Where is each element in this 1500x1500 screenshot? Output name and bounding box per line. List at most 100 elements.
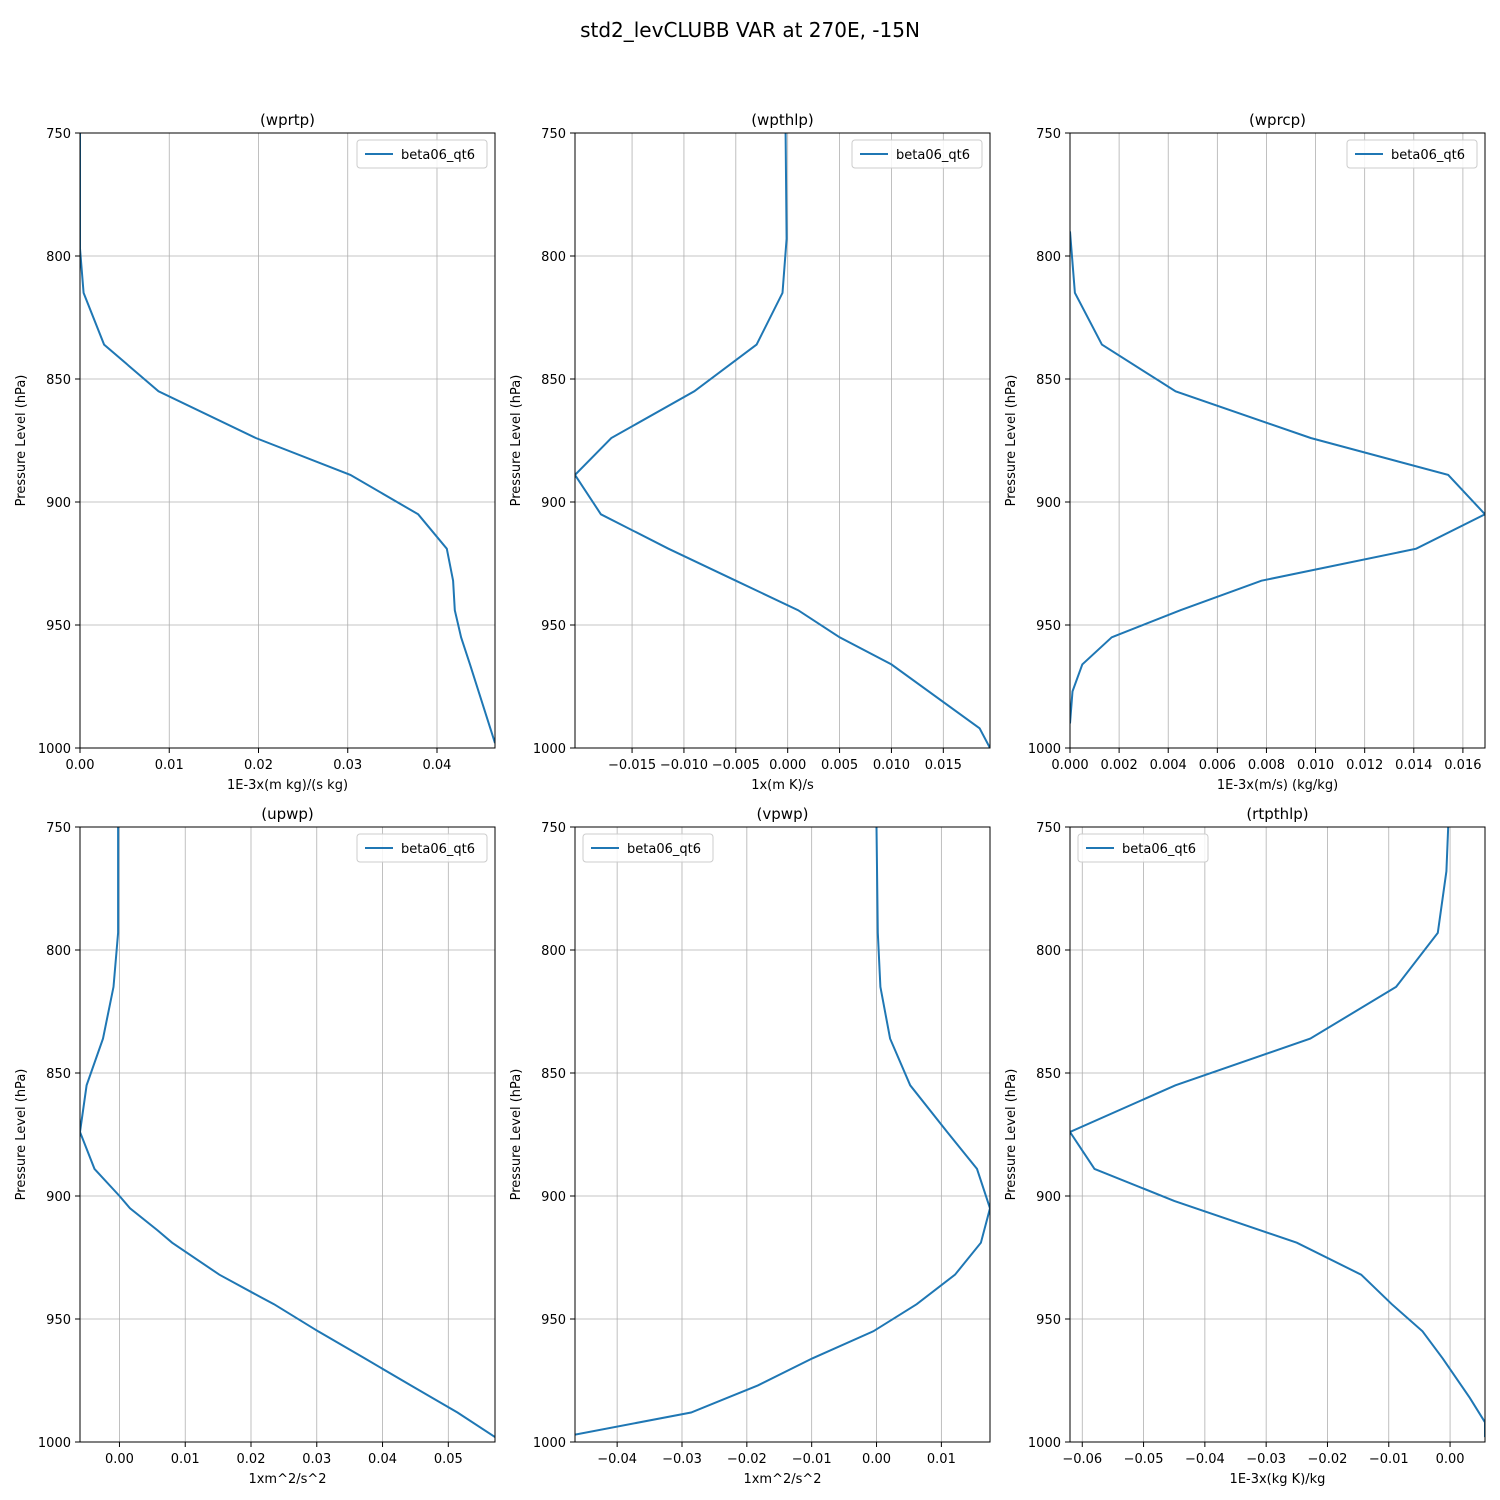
y-tick-label: 800 bbox=[1036, 250, 1061, 265]
y-tick-label: 750 bbox=[541, 821, 566, 836]
chart-panel-6: (rtpthlp) −0.06 −0.05 −0.04 −0.03 −0.02 −0.01 0… bbox=[1004, 805, 1486, 1487]
legend: beta06_qt6 bbox=[356, 139, 488, 169]
x-axis-label: 1xm^2/s^2 bbox=[248, 1472, 326, 1487]
x-tick-label: −0.01 bbox=[792, 1452, 832, 1467]
y-tick-label: 900 bbox=[1036, 496, 1061, 511]
legend-label: beta06_qt6 bbox=[401, 148, 475, 163]
legend: beta06_qt6 bbox=[1077, 833, 1209, 863]
legend: beta06_qt6 bbox=[582, 833, 714, 863]
x-tick-label: 0.000 bbox=[1051, 758, 1088, 773]
y-tick-label: 950 bbox=[1036, 1313, 1061, 1328]
x-tick-label: 0.04 bbox=[368, 1452, 397, 1467]
x-tick-label: 0.014 bbox=[1395, 758, 1432, 773]
x-tick-label: 0.02 bbox=[244, 758, 273, 773]
axes-frame bbox=[79, 132, 496, 749]
y-tick-label: 900 bbox=[46, 496, 71, 511]
x-tick-label: −0.04 bbox=[597, 1452, 637, 1467]
panel-title: (vpwp) bbox=[757, 805, 809, 823]
y-tick-label: 1000 bbox=[38, 1436, 71, 1451]
legend: beta06_qt6 bbox=[356, 833, 488, 863]
y-tick-label: 850 bbox=[541, 373, 566, 388]
panel-title: (upwp) bbox=[261, 805, 314, 823]
x-tick-label: 0.00 bbox=[862, 1452, 891, 1467]
x-tick-label: −0.02 bbox=[727, 1452, 767, 1467]
y-tick-label: 900 bbox=[46, 1190, 71, 1205]
figure-title: std2_levCLUBB VAR at 270E, -15N bbox=[580, 18, 920, 42]
y-tick-label: 850 bbox=[46, 373, 71, 388]
x-tick-label: 0.05 bbox=[434, 1452, 463, 1467]
y-tick-label: 1000 bbox=[38, 742, 71, 757]
x-tick-label: 0.004 bbox=[1150, 758, 1187, 773]
y-axis-label: Pressure Level (hPa) bbox=[509, 1069, 524, 1201]
chart-panel-1: (wprtp) 0.00 0.01 0.02 0.03 0.04 750 800 850 900 9… bbox=[14, 111, 496, 793]
y-axis-label: Pressure Level (hPa) bbox=[14, 375, 29, 507]
y-tick-label: 1000 bbox=[1028, 742, 1061, 757]
legend: beta06_qt6 bbox=[851, 139, 983, 169]
x-tick-label: 0.002 bbox=[1101, 758, 1138, 773]
x-tick-label: −0.02 bbox=[1308, 1452, 1348, 1467]
y-tick-label: 950 bbox=[46, 1313, 71, 1328]
legend-box bbox=[582, 833, 714, 863]
x-tick-label: 0.00 bbox=[105, 1452, 134, 1467]
x-tick-label: 0.000 bbox=[769, 758, 806, 773]
y-axis-label: Pressure Level (hPa) bbox=[509, 375, 524, 507]
panel-title: (rtpthlp) bbox=[1246, 805, 1308, 823]
chart-panel-2: (wpthlp) −0.015 −0.010 −0.005 0.000 0.005 0.01… bbox=[509, 111, 991, 793]
legend-label: beta06_qt6 bbox=[627, 842, 701, 857]
x-tick-label: 0.010 bbox=[873, 758, 910, 773]
legend-label: beta06_qt6 bbox=[1391, 148, 1465, 163]
x-tick-label: −0.04 bbox=[1185, 1452, 1225, 1467]
legend-label: beta06_qt6 bbox=[401, 842, 475, 857]
legend: beta06_qt6 bbox=[1346, 139, 1478, 169]
y-tick-label: 750 bbox=[46, 127, 71, 142]
series-line bbox=[1070, 827, 1485, 1438]
y-tick-label: 800 bbox=[541, 250, 566, 265]
x-tick-label: −0.010 bbox=[660, 758, 708, 773]
y-tick-label: 900 bbox=[1036, 1190, 1061, 1205]
x-tick-label: 0.00 bbox=[1436, 1452, 1465, 1467]
y-tick-label: 800 bbox=[46, 944, 71, 959]
legend-box bbox=[1077, 833, 1209, 863]
y-axis-label: Pressure Level (hPa) bbox=[1004, 375, 1019, 507]
y-axis-label: Pressure Level (hPa) bbox=[1004, 1069, 1019, 1201]
x-tick-label: −0.015 bbox=[608, 758, 656, 773]
y-tick-label: 850 bbox=[1036, 373, 1061, 388]
x-axis-label: 1E-3x(m/s) (kg/kg) bbox=[1217, 778, 1338, 793]
legend-label: beta06_qt6 bbox=[1122, 842, 1196, 857]
y-tick-label: 750 bbox=[541, 127, 566, 142]
axes-frame bbox=[1069, 132, 1486, 749]
y-tick-label: 850 bbox=[46, 1067, 71, 1082]
panels: (wprtp) 0.00 0.01 0.02 0.03 0.04 750 800 850 900 9… bbox=[14, 111, 1486, 1487]
x-tick-label: 0.008 bbox=[1248, 758, 1285, 773]
x-tick-label: 0.01 bbox=[927, 1452, 956, 1467]
legend-label: beta06_qt6 bbox=[896, 148, 970, 163]
legend-box bbox=[356, 139, 488, 169]
x-tick-label: −0.01 bbox=[1369, 1452, 1409, 1467]
y-tick-label: 750 bbox=[46, 821, 71, 836]
panel-title: (wprtp) bbox=[260, 111, 315, 129]
y-tick-label: 950 bbox=[541, 1313, 566, 1328]
series-line bbox=[1070, 231, 1485, 724]
series-line bbox=[575, 827, 990, 1436]
x-tick-label: 0.01 bbox=[155, 758, 184, 773]
y-tick-label: 1000 bbox=[1028, 1436, 1061, 1451]
chart-panel-5: (vpwp) −0.04 −0.03 −0.02 −0.01 0.00 0.01 750 800… bbox=[509, 805, 991, 1487]
axes-frame bbox=[574, 132, 991, 749]
y-tick-label: 1000 bbox=[533, 1436, 566, 1451]
y-tick-label: 1000 bbox=[533, 742, 566, 757]
chart-panel-4: (upwp) 0.00 0.01 0.02 0.03 0.04 0.05 750 800 850 9… bbox=[14, 805, 496, 1487]
chart-panel-3: (wprcp) 0.000 0.002 0.004 0.006 0.008 0.010 0.0… bbox=[1004, 111, 1486, 793]
panel-title: (wprcp) bbox=[1249, 111, 1306, 129]
y-tick-label: 900 bbox=[541, 496, 566, 511]
x-tick-label: 0.015 bbox=[925, 758, 962, 773]
x-tick-label: −0.03 bbox=[1246, 1452, 1286, 1467]
series-line bbox=[80, 827, 495, 1438]
x-axis-label: 1x(m K)/s bbox=[751, 778, 814, 793]
x-tick-label: −0.03 bbox=[662, 1452, 702, 1467]
x-axis-label: 1E-3x(kg K)/kg bbox=[1230, 1472, 1326, 1487]
x-tick-label: 0.00 bbox=[66, 758, 95, 773]
series-line bbox=[80, 133, 495, 744]
y-tick-label: 950 bbox=[1036, 619, 1061, 634]
x-tick-label: 0.005 bbox=[821, 758, 858, 773]
